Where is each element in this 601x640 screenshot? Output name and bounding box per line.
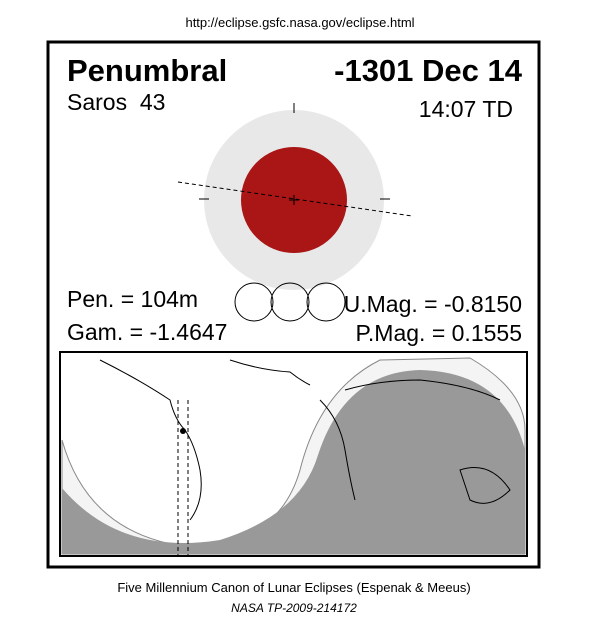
- moon-path: [177, 103, 413, 217]
- pen-duration: Pen. = 104m: [67, 286, 198, 312]
- moon-positions: [234, 282, 346, 322]
- penumbral-magnitude: P.Mag. = 0.1555: [356, 320, 522, 346]
- footer-credit: Five Millennium Canon of Lunar Eclipses …: [117, 580, 470, 595]
- world-map: [59, 351, 528, 557]
- eclipse-date: -1301 Dec 14: [334, 53, 523, 88]
- footer-publication: NASA TP-2009-214172: [231, 601, 357, 615]
- time: 14:07 TD: [419, 96, 513, 122]
- url: http://eclipse.gsfc.nasa.gov/eclipse.htm…: [185, 15, 414, 30]
- saros: Saros 43: [67, 89, 165, 115]
- umbral-magnitude: U.Mag. = -0.8150: [344, 291, 522, 317]
- eclipse-type: Penumbral: [67, 53, 227, 88]
- gamma: Gam. = -1.4647: [67, 319, 227, 345]
